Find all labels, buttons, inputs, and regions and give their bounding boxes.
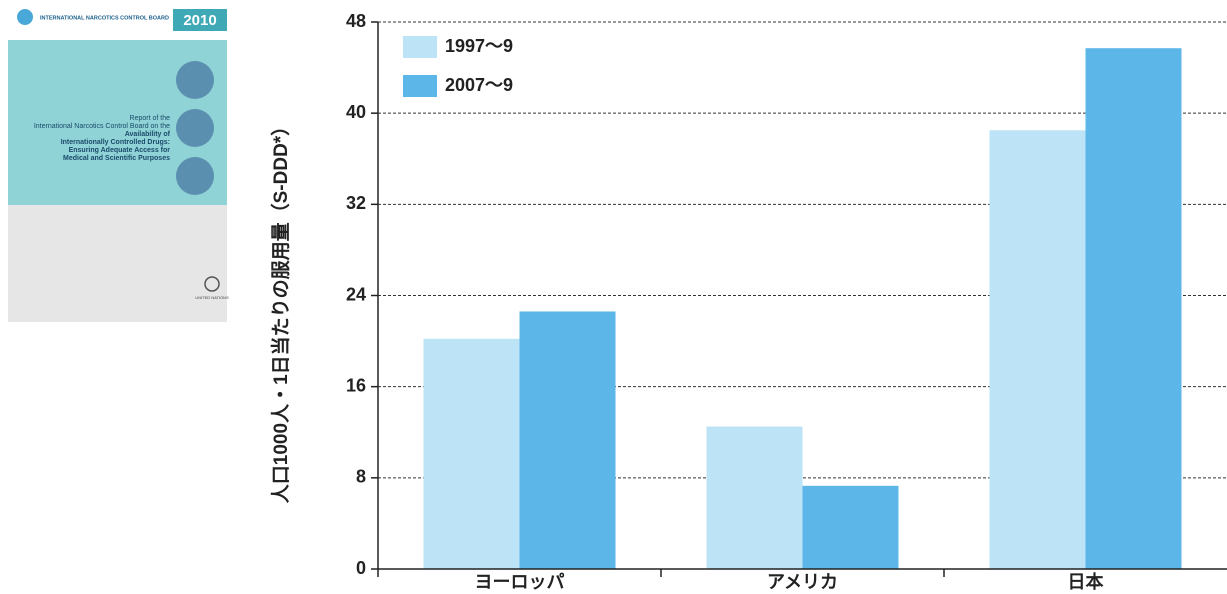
cover-line: Internationally Controlled Drugs: [61,139,170,146]
x-tick-label: 日本 [1068,571,1104,592]
bar [989,130,1086,569]
cover-line: Report of the [130,115,171,122]
cover-line: Medical and Scientific Purposes [63,155,170,162]
report-cover: INTERNATIONAL NARCOTICS CONTROL BOARD 20… [8,0,229,322]
bar [1085,48,1182,570]
y-axis-label: 人口1000人・1日当たりの服用量（S-DDD*） [269,117,292,503]
cover-org: INTERNATIONAL NARCOTICS CONTROL BOARD [40,15,169,21]
y-tick-label: 0 [356,558,366,578]
bar [802,485,899,569]
cover-year: 2010 [183,12,216,29]
globe [176,61,214,99]
year-box [173,9,227,31]
globe [176,157,214,195]
y-tick-label: 40 [346,102,366,122]
bar [706,426,803,569]
y-tick-label: 16 [346,375,366,395]
y-tick-label: 8 [356,467,366,487]
cover-line: Availability of [125,131,171,138]
y-tick-label: 24 [346,284,366,304]
legend-label: 1997～9 [445,36,513,56]
legend-swatch [403,75,437,97]
x-tick-label: ヨーロッパ [475,572,565,592]
cover-publisher: UNITED NATIONS [195,295,229,300]
incb-logo [17,9,33,25]
legend-label: 2007～9 [445,75,513,95]
globe [176,109,214,147]
bar [519,311,616,569]
legend-swatch [403,36,437,58]
cover-line: International Narcotics Control Board on… [34,123,170,130]
bar [423,338,520,569]
y-tick-label: 48 [346,11,366,31]
un-logo [204,276,220,292]
x-tick-label: アメリカ [767,572,838,592]
cover-line: Ensuring Adequate Access for [69,147,171,154]
y-tick-label: 32 [346,193,366,213]
cover-lower [8,205,227,322]
